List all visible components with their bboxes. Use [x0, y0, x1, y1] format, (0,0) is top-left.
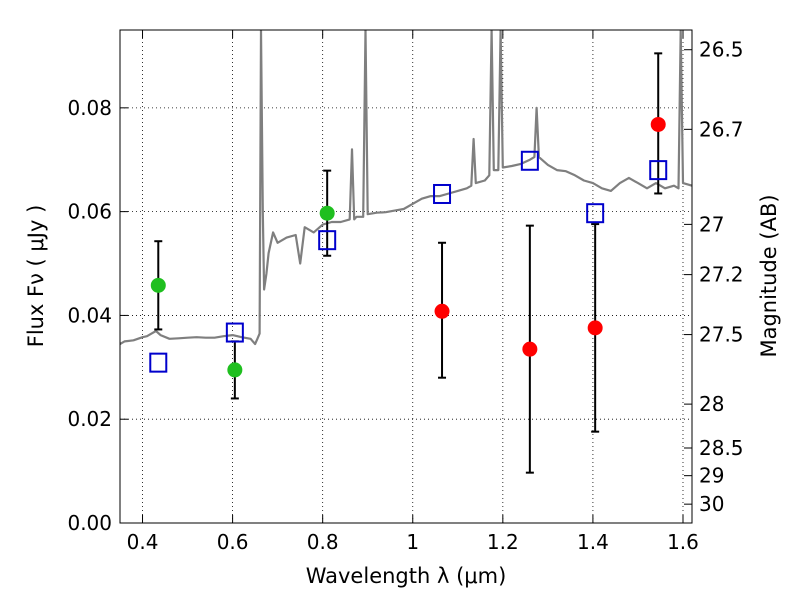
y-tick-label: 0.04: [67, 303, 112, 327]
y2-tick-label: 26.5: [699, 38, 744, 62]
x-tick-label: 0.8: [307, 530, 339, 554]
y2-tick-label: 30: [699, 492, 724, 516]
model-photometry-square: [433, 183, 452, 204]
data-point-green: [319, 205, 335, 221]
model-spectrum-line: [120, 30, 692, 346]
data-point-green: [227, 362, 243, 378]
plot-background: [120, 30, 692, 523]
y-tick-label: 0.00: [67, 511, 112, 535]
model-photometry-square: [149, 352, 168, 373]
y-axis-label: Flux Fν ( μJy ): [24, 205, 48, 348]
x-tick-label: 0.4: [127, 530, 159, 554]
grid-layer: [120, 30, 692, 523]
y-tick-label: 0.02: [67, 407, 112, 431]
y-tick-label: 0.08: [67, 96, 112, 120]
model-photometry-square: [649, 160, 668, 181]
x-tick-label: 1.4: [577, 530, 609, 554]
model-photometry-square: [318, 230, 337, 251]
y2-tick-label: 28: [699, 392, 724, 416]
model-photometry-square: [586, 203, 605, 224]
y-tick-label: 0.06: [67, 200, 112, 224]
y2-tick-label: 27: [699, 212, 724, 236]
y2-tick-label: 28.5: [699, 436, 744, 460]
x-tick-label: 1.6: [667, 530, 699, 554]
axis-layer: 0.4 0.6 0.8 1 1.2 1.4 1.6 0.00 0.02 0.04 0.06 0.08 2…: [67, 30, 744, 554]
data-point-red: [587, 320, 603, 336]
x-axis-label: Wavelength λ (μm): [306, 564, 507, 588]
y2-tick-label: 29: [699, 464, 724, 488]
data-point-red: [434, 303, 450, 319]
model-photometry-square: [520, 150, 539, 171]
series-layer: [120, 30, 692, 474]
model-photometry-square: [225, 322, 244, 343]
x-tick-label: 0.6: [217, 530, 249, 554]
plot-frame: [119, 29, 693, 524]
x-tick-label: 1: [406, 530, 419, 554]
data-point-red: [522, 341, 538, 357]
y2-tick-label: 27.2: [699, 263, 744, 287]
data-point-green: [150, 277, 166, 293]
y2-tick-label: 27.5: [699, 323, 744, 347]
y2-axis-label: Magnitude (AB): [757, 194, 781, 357]
x-tick-label: 1.2: [487, 530, 519, 554]
y2-tick-label: 26.7: [699, 117, 744, 141]
data-point-red: [650, 116, 666, 132]
